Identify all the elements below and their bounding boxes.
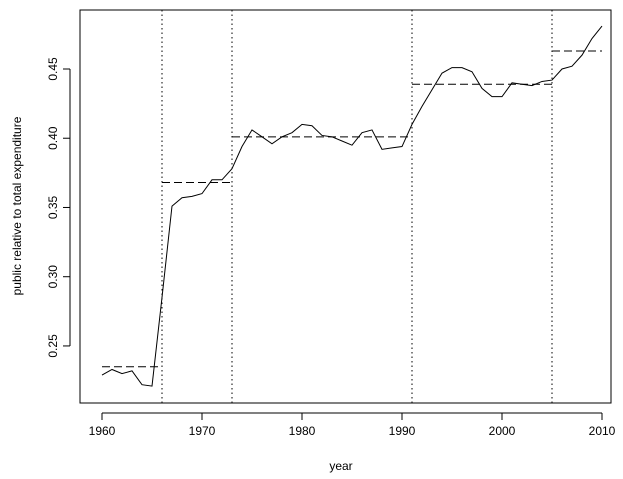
x-tick-label: 2000 [489, 424, 516, 438]
y-tick-label: 0.30 [46, 265, 60, 289]
data-line [101, 25, 603, 387]
x-tick-label: 1990 [389, 424, 416, 438]
y-tick-label: 0.45 [46, 57, 60, 81]
y-axis-label: public relative to total expenditure [10, 116, 24, 295]
y-tick-label: 0.25 [46, 334, 60, 358]
plot-box [79, 9, 612, 404]
x-tick-label: 1980 [289, 424, 316, 438]
x-tick-label: 1970 [189, 424, 216, 438]
x-axis-label: year [329, 459, 352, 473]
y-tick-label: 0.40 [46, 126, 60, 150]
x-tick-label: 1960 [89, 424, 116, 438]
y-tick-label: 0.35 [46, 195, 60, 219]
x-tick-label: 2010 [589, 424, 616, 438]
